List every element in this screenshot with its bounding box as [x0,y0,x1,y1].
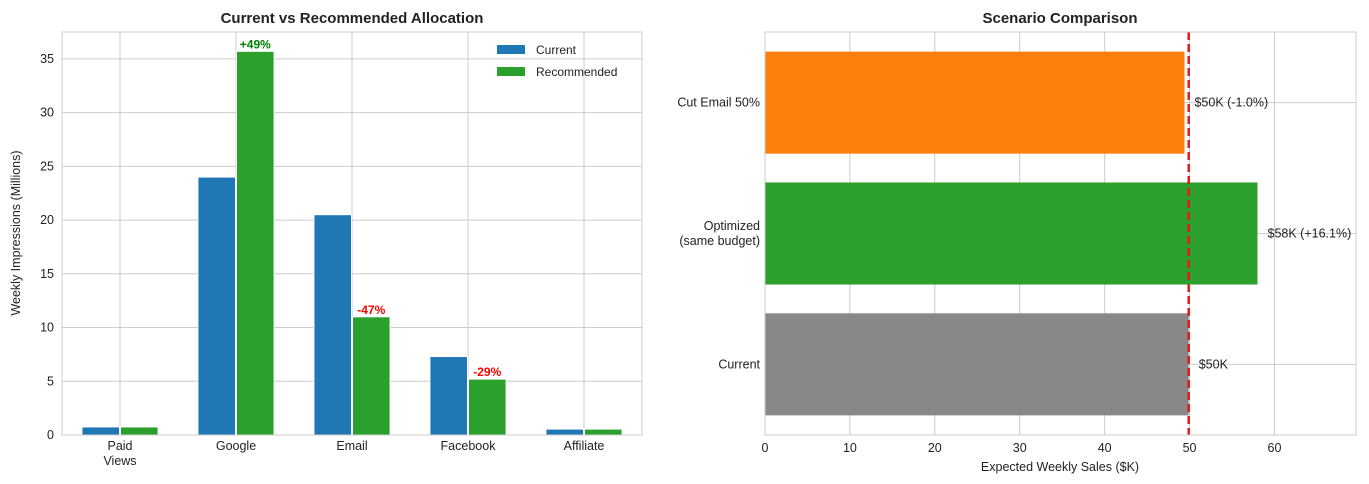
y-tick-label: 15 [40,267,54,281]
x-tick-label: 30 [1013,441,1027,455]
y-tick-label: 30 [40,106,54,120]
tick-label-line: Email [336,439,367,453]
legend-label-current: Current [536,43,577,57]
y-tick-label: Optimized (same budget) [679,219,760,248]
allocation-chart: Current vs Recommended Allocation Weekly… [9,10,643,468]
bar-recommended-affiliate [584,428,623,436]
allocation-plot-frame [61,31,643,436]
y-tick-label: 10 [40,321,54,335]
x-tick-label: 0 [762,441,769,455]
x-tick-label: 60 [1268,441,1282,455]
value-label: $58K (+16.1%) [1268,227,1352,241]
x-tick-label: Email [336,439,367,453]
tick-label-line: Facebook [441,439,497,453]
y-tick-label: 5 [47,374,54,388]
x-tick-label: 10 [843,441,857,455]
tick-label-line: Google [216,439,256,453]
x-tick-label: 40 [1098,441,1112,455]
bar-current [765,313,1189,416]
value-label: $50K [1199,357,1229,371]
x-tick-label: Google [216,439,256,453]
tick-label-line: Current [718,357,760,371]
x-tick-label: 20 [928,441,942,455]
allocation-y-axis-label: Weekly Impressions (Millions) [9,150,23,315]
bar-cut-email-50 [765,51,1185,154]
x-tick-label: Facebook [441,439,497,453]
legend: Current Recommended [497,43,617,79]
y-tick-label: 35 [40,52,54,66]
tick-label-line: Optimized [704,219,760,233]
tick-label-line: Cut Email 50% [677,96,760,110]
x-tick-label: 50 [1183,441,1197,455]
legend-swatch-current [497,45,525,54]
y-tick-label: 20 [40,213,54,227]
y-tick-label: Cut Email 50% [677,96,760,110]
x-tick-label: Paid Views [103,439,136,468]
bar-recommended-facebook [468,378,507,436]
bar-recommended-email [352,316,391,436]
scenario-plot-frame [764,31,1357,436]
scenario-chart-title: Scenario Comparison [982,10,1137,27]
legend-swatch-recommended [497,67,525,76]
bar-optimized-same-budget [765,182,1258,285]
change-annotation: -29% [473,365,501,379]
value-label: $50K (-1.0%) [1194,96,1268,110]
scenario-chart: Scenario Comparison Expected Weekly Sale… [677,10,1357,474]
y-tick-label: Current [718,357,760,371]
bar-current-affiliate [545,428,584,436]
change-annotation: -47% [357,303,385,317]
bar-current-google [197,176,236,436]
tick-label-line: Views [103,454,136,468]
bar-recommended-paid-views [120,426,159,436]
tick-label-line: Paid [107,439,132,453]
allocation-grid [62,32,642,436]
bar-current-paid-views [81,426,120,436]
y-tick-label: 25 [40,159,54,173]
y-tick-label: 0 [47,428,54,442]
bar-current-facebook [429,356,468,436]
bar-current-email [313,214,352,436]
change-annotation: +49% [240,37,271,51]
legend-label-recommended: Recommended [536,65,617,79]
x-tick-label: Affiliate [564,439,605,453]
scenario-x-axis-label: Expected Weekly Sales ($K) [981,460,1139,474]
tick-label-line: (same budget) [679,234,760,248]
bar-recommended-google [236,50,275,436]
tick-label-line: Affiliate [564,439,605,453]
allocation-chart-title: Current vs Recommended Allocation [221,10,484,27]
